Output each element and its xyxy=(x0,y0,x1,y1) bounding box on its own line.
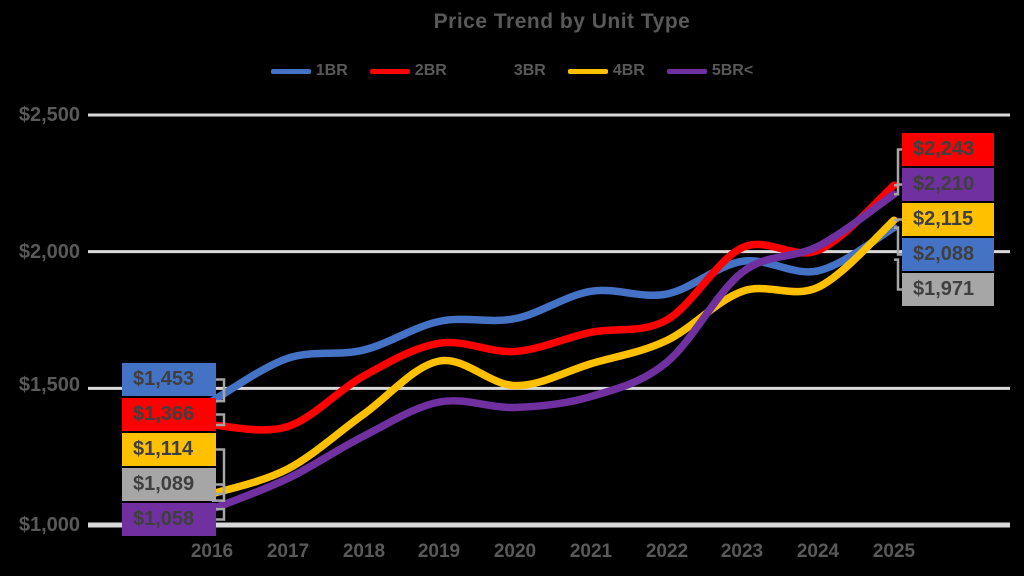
callout-1br-2025: $2,088 xyxy=(902,238,994,271)
chart-title: Price Trend by Unit Type xyxy=(433,10,691,33)
legend-label-4br: 4BR xyxy=(612,62,645,79)
callout-2br-2025: $2,243 xyxy=(902,133,994,166)
callout-3br-2016: $1,089 xyxy=(122,468,216,501)
legend: 1BR 2BR 3BR 4BR 5BR< xyxy=(0,62,1024,80)
legend-item-2br: 2BR xyxy=(369,62,447,80)
series-line-4br xyxy=(208,216,898,498)
callout-connector-right-2 xyxy=(894,218,902,222)
callout-connector-right-4 xyxy=(894,258,902,291)
callout-1br-2016: $1,453 xyxy=(122,363,216,396)
callout-connector-right-0 xyxy=(894,148,902,187)
legend-label-3br: 3BR xyxy=(513,62,546,79)
series-line-2br xyxy=(208,181,898,434)
series-line-5br xyxy=(208,190,898,513)
legend-swatch-4br-icon xyxy=(567,68,608,74)
callout-connector-left-4 xyxy=(212,507,226,521)
callout-connector-left-0 xyxy=(212,378,226,403)
callout-3br-2025: $1,971 xyxy=(902,273,994,306)
x-tick-2021: 2021 xyxy=(569,541,613,562)
legend-item-5br: 5BR< xyxy=(666,62,754,80)
x-tick-2017: 2017 xyxy=(266,541,310,562)
legend-swatch-5br-icon xyxy=(666,68,707,74)
x-tick-2018: 2018 xyxy=(342,541,386,562)
legend-swatch-2br-icon xyxy=(369,68,410,74)
legend-label-5br: 5BR< xyxy=(711,62,754,79)
y-tick-1000: $1,000 xyxy=(18,514,80,536)
legend-label-1br: 1BR xyxy=(315,62,348,79)
x-tick-2025: 2025 xyxy=(872,541,916,562)
series-line-1br xyxy=(208,223,898,405)
x-tick-2023: 2023 xyxy=(720,541,764,562)
callout-5br-2016: $1,058 xyxy=(122,503,216,536)
legend-item-4br: 4BR xyxy=(567,62,645,80)
x-tick-2024: 2024 xyxy=(796,541,840,562)
callout-connector-left-3 xyxy=(212,483,226,502)
callout-connector-right-1 xyxy=(894,183,902,196)
callout-connector-left-2 xyxy=(212,448,226,496)
x-tick-2020: 2020 xyxy=(493,541,537,562)
y-tick-2000: $2,000 xyxy=(18,241,80,263)
callout-connector-left-1 xyxy=(212,413,226,427)
x-tick-2022: 2022 xyxy=(645,541,689,562)
legend-item-3br: 3BR xyxy=(468,62,546,80)
y-tick-1500: $1,500 xyxy=(18,374,80,396)
legend-item-1br: 1BR xyxy=(270,62,348,80)
legend-label-2br: 2BR xyxy=(414,62,447,79)
callout-4br-2016: $1,114 xyxy=(122,433,216,466)
legend-swatch-3br-icon xyxy=(468,68,509,74)
legend-swatch-1br-icon xyxy=(270,68,311,74)
x-tick-2019: 2019 xyxy=(417,541,461,562)
callout-connector-right-3 xyxy=(894,226,902,256)
x-tick-2016: 2016 xyxy=(190,541,234,562)
callout-5br-2025: $2,210 xyxy=(902,168,994,201)
callout-4br-2025: $2,115 xyxy=(902,203,994,236)
y-tick-2500: $2,500 xyxy=(18,104,80,126)
callout-2br-2016: $1,366 xyxy=(122,398,216,431)
